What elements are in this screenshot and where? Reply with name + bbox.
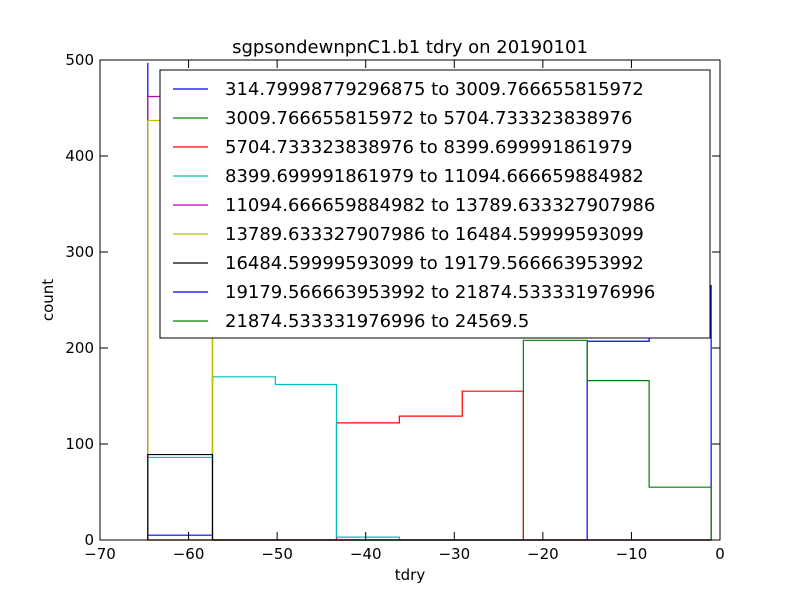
x-tick-label: 0 (715, 545, 725, 563)
legend-label-5: 11094.666659884982 to 13789.633327907986 (225, 195, 655, 216)
legend-box (159, 69, 711, 339)
legend: 314.79998779296875 to 3009.766655815972 3… (159, 69, 711, 339)
x-tick-label: −60 (173, 545, 205, 563)
legend-label-2: 3009.766655815972 to 5704.733323838976 (225, 108, 632, 129)
x-tick-label: −20 (527, 545, 559, 563)
y-axis-label: count (39, 279, 57, 321)
x-axis-label: tdry (395, 566, 426, 584)
x-tick-label: −70 (84, 545, 116, 563)
legend-label-3: 5704.733323838976 to 8399.699991861979 (225, 137, 632, 158)
y-tick-label: 0 (84, 531, 94, 549)
y-tick-label: 200 (65, 339, 94, 357)
y-tick-label: 300 (65, 243, 94, 261)
legend-label-1: 314.79998779296875 to 3009.766655815972 (225, 79, 644, 100)
y-tick-label: 100 (65, 435, 94, 453)
y-axis: 0 100 200 300 400 500 (65, 51, 720, 549)
legend-label-6: 13789.633327907986 to 16484.59999593099 (225, 224, 644, 245)
x-tick-label: −10 (616, 545, 648, 563)
legend-label-4: 8399.699991861979 to 11094.666659884982 (225, 166, 644, 187)
legend-label-7: 16484.59999593099 to 19179.566663953992 (225, 253, 644, 274)
legend-label-8: 19179.566663953992 to 21874.533331976996 (225, 282, 655, 303)
chart-title: sgpsondewnpnC1.b1 tdry on 20190101 (232, 37, 588, 58)
y-tick-label: 500 (65, 51, 94, 69)
x-axis: −70 −60 −50 −40 −30 −20 −10 0 (84, 60, 725, 563)
y-tick-label: 400 (65, 147, 94, 165)
plot-frame (99, 59, 721, 541)
x-tick-label: −30 (438, 545, 470, 563)
x-tick-label: −50 (261, 545, 293, 563)
legend-label-9: 21874.533331976996 to 24569.5 (225, 311, 529, 332)
x-tick-label: −40 (350, 545, 382, 563)
